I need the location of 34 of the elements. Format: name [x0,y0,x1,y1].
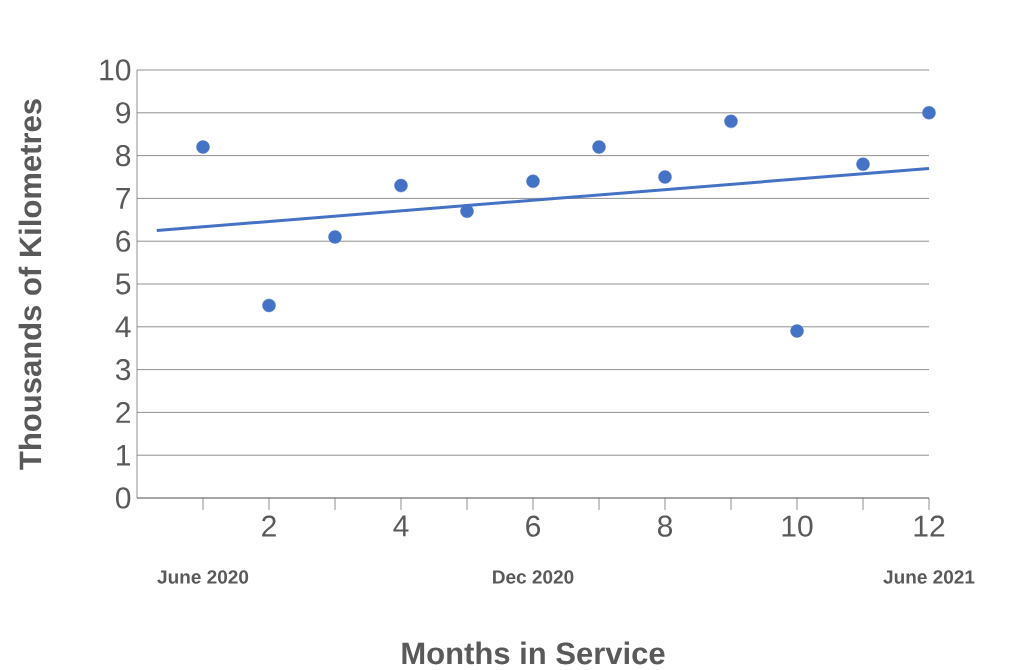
y-tick-label: 6 [116,230,131,252]
y-tick-label: 4 [115,316,131,338]
y-tick-label: 5 [116,273,131,295]
y-tick-label: 0 [115,487,131,509]
point [526,174,540,188]
point [460,204,474,218]
x-tick-label: 2 [262,515,276,537]
y-tick-label: 9 [116,102,131,124]
x-axis-title: Months in Service [402,641,665,665]
point [592,140,606,154]
y-axis-title: Thousands of Kilometres [18,99,42,470]
point [790,324,804,338]
point [328,230,342,244]
y-tick-label: 3 [115,358,131,381]
text: June 2020 [157,570,249,584]
x-tick-label: 8 [657,515,673,537]
point [724,114,738,129]
point [856,157,870,171]
text: June 2021 [883,570,975,584]
point [262,298,276,313]
point [922,106,936,120]
x-tick-label: 10 [782,515,813,537]
y-tick-label: 1 [117,444,131,466]
text: Dec 2020 [493,570,574,584]
y-tick-label: 10 [100,59,131,81]
point [196,140,210,154]
y-tick-label: 2 [116,401,130,423]
y-tick-label: 7 [116,188,130,209]
y-tick-label: 8 [116,144,131,167]
point [658,170,672,184]
x-tick-label: 12 [914,515,945,537]
x-tick-label: 6 [526,515,541,537]
x-tick-label: 4 [393,515,409,537]
point [394,178,408,193]
